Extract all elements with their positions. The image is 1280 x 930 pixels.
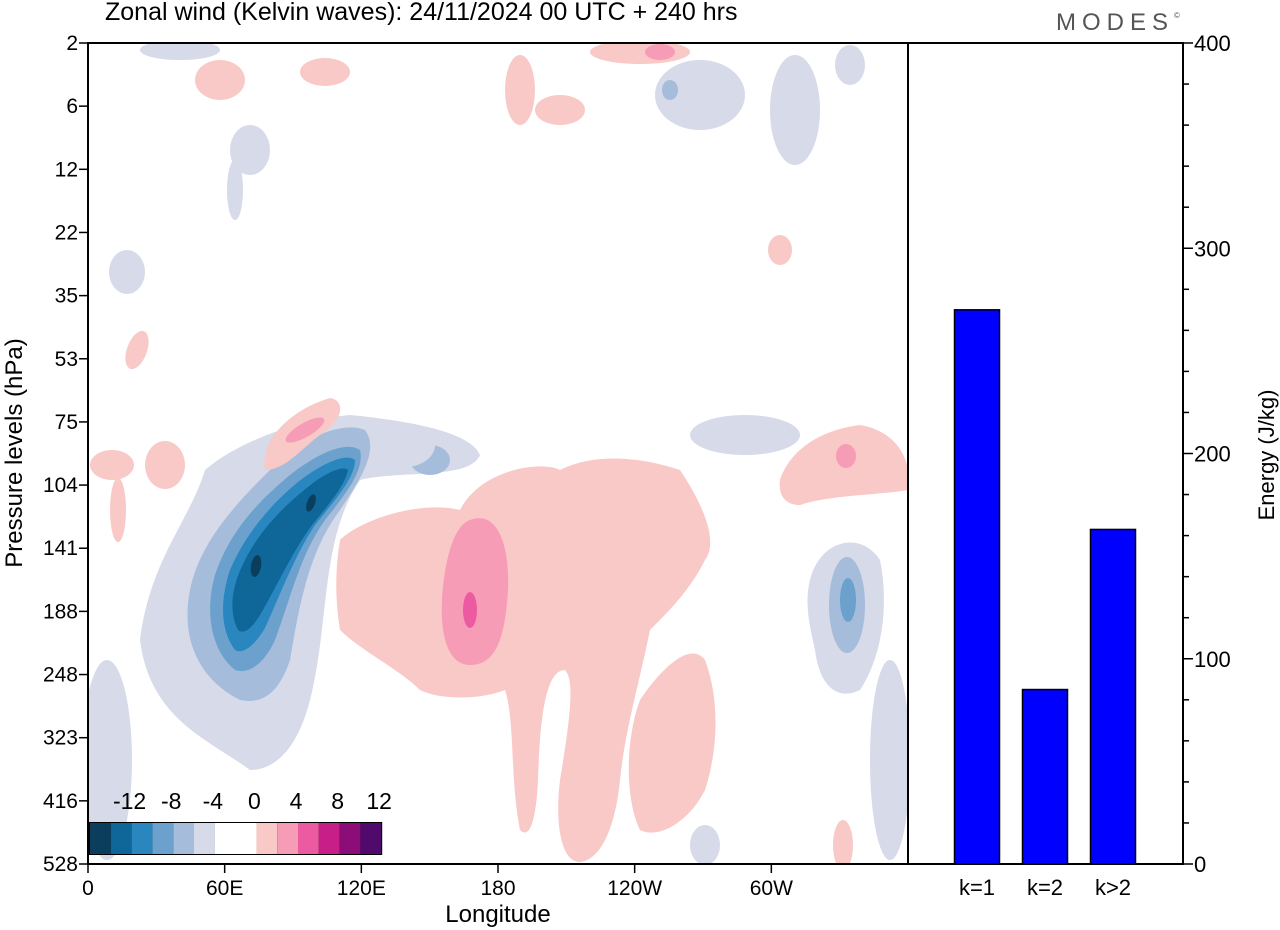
colorbar-swatch: [339, 823, 361, 854]
y-tick-label: 248: [43, 664, 78, 687]
contour-pos-1: [336, 458, 711, 862]
y-tick-label: 12: [55, 158, 78, 181]
y-axis-label: Pressure levels (hPa): [1, 338, 28, 567]
y-tick-label: 141: [43, 537, 78, 560]
contour-neg-11: [140, 43, 220, 60]
contour-pos-11: [836, 444, 856, 468]
brand-mark: ©: [1174, 11, 1180, 20]
colorbar-label: 8: [331, 788, 344, 814]
contour-pos-8: [110, 478, 126, 542]
colorbar-swatch: [110, 823, 132, 854]
colorbar-swatch: [318, 823, 340, 854]
contour-pos-core: [463, 592, 477, 628]
colorbar-label: 0: [248, 788, 261, 814]
contour-pos-7: [145, 441, 185, 489]
bar-category-label: k=2: [1027, 875, 1063, 900]
y-tick-label: 53: [55, 348, 78, 371]
contour-neg-14: [230, 125, 270, 175]
energy-tick-label: 400: [1194, 31, 1231, 56]
contour-neg-8: [840, 578, 856, 622]
contour-neg-5: [232, 468, 348, 632]
chart-title: Zonal wind (Kelvin waves): 24/11/2024 00…: [105, 0, 738, 26]
y-axis: 2 6 12 22 35 53 75 104 141 188 248 323 416 528: [43, 32, 88, 876]
y-tick-label: 323: [43, 727, 78, 750]
y-tick-label: 2: [66, 32, 78, 55]
energy-tick-label: 0: [1194, 852, 1206, 877]
y-tick-label: 188: [43, 600, 78, 623]
modes-logo: MODES©: [1056, 9, 1180, 37]
colorbar: -12 -8 -4 0 4 8 12: [89, 788, 392, 855]
contour-pos-18: [768, 235, 792, 265]
x-axis-label: Longitude: [445, 901, 550, 928]
colorbar-label: -8: [161, 788, 181, 814]
contour-pos-3: [441, 518, 509, 665]
x-tick-label: 60E: [206, 877, 243, 900]
colorbar-swatch: [256, 823, 278, 854]
colorbar-label: -12: [113, 788, 146, 814]
colorbar-swatch: [277, 823, 298, 854]
y-tick-label: 75: [55, 411, 78, 434]
contour-neg-21: [870, 660, 908, 860]
energy-tick-label: 300: [1194, 236, 1231, 261]
contour-pos-14: [505, 55, 535, 125]
colorbar-swatch: [173, 823, 194, 854]
colorbar-swatch: [360, 823, 382, 854]
contour-pos-17: [645, 44, 675, 60]
colorbar-swatch: [194, 823, 215, 854]
contour-neg-15: [227, 160, 243, 220]
y-tick-label: 416: [43, 790, 78, 813]
contour-pos-12: [195, 60, 245, 100]
x-axis: 0 60E 120E 180 120W 60W: [82, 864, 793, 900]
contour-pos-15: [535, 95, 585, 125]
contour-pos-9: [125, 330, 149, 370]
contour-pos-19: [833, 820, 853, 864]
energy-tick-label: 100: [1194, 647, 1231, 672]
contour-neg-core-2: [306, 494, 316, 512]
colorbar-label: -4: [203, 788, 224, 814]
contour-field: [88, 43, 908, 864]
contour-neg-10: [662, 80, 678, 100]
contour-neg-22: [690, 825, 720, 864]
colorbar-zero-band: [214, 823, 257, 854]
energy-bar: [1021, 688, 1069, 865]
contour-neg-9: [655, 60, 745, 130]
energy-bars: k=1 k=2 k>2: [953, 309, 1137, 900]
bar-category-label: k=1: [959, 875, 995, 900]
contour-pos-5: [285, 417, 325, 443]
colorbar-label: 4: [290, 788, 303, 814]
contour-neg-17: [690, 415, 800, 455]
contour-pos-13: [300, 58, 350, 86]
contour-neg-19: [375, 423, 435, 467]
x-tick-label: 180: [480, 877, 515, 900]
energy-bar: [953, 309, 1001, 865]
colorbar-swatch: [131, 823, 153, 854]
x-tick-label: 120W: [607, 877, 662, 900]
colorbar-swatch: [298, 823, 319, 854]
y-tick-label: 6: [66, 95, 78, 118]
brand-text: MODES: [1056, 9, 1175, 36]
colorbar-label: 12: [366, 788, 392, 814]
energy-tick-label: 200: [1194, 442, 1231, 467]
contour-neg-core-1: [250, 555, 262, 577]
contour-pos-6: [90, 450, 134, 480]
y-tick-label: 35: [55, 285, 78, 308]
x-tick-label: 60W: [750, 877, 793, 900]
bar-category-label: k>2: [1095, 875, 1131, 900]
contour-neg-13: [835, 45, 865, 85]
energy-bar: [1089, 528, 1137, 865]
contour-neg-12: [770, 55, 820, 165]
colorbar-swatch: [90, 823, 111, 854]
contour-pos-2: [628, 653, 716, 833]
contour-neg-16: [109, 250, 145, 294]
energy-axis-label: Energy (J/kg): [1254, 390, 1279, 521]
energy-axis: 0 100 200 300 400: [1183, 31, 1231, 877]
x-tick-label: 0: [82, 877, 94, 900]
x-tick-label: 120E: [337, 877, 386, 900]
y-tick-label: 528: [43, 853, 78, 876]
y-tick-label: 22: [55, 221, 78, 244]
colorbar-swatch: [152, 823, 174, 854]
y-tick-label: 104: [43, 474, 78, 497]
contour-neg-20: [88, 660, 132, 860]
